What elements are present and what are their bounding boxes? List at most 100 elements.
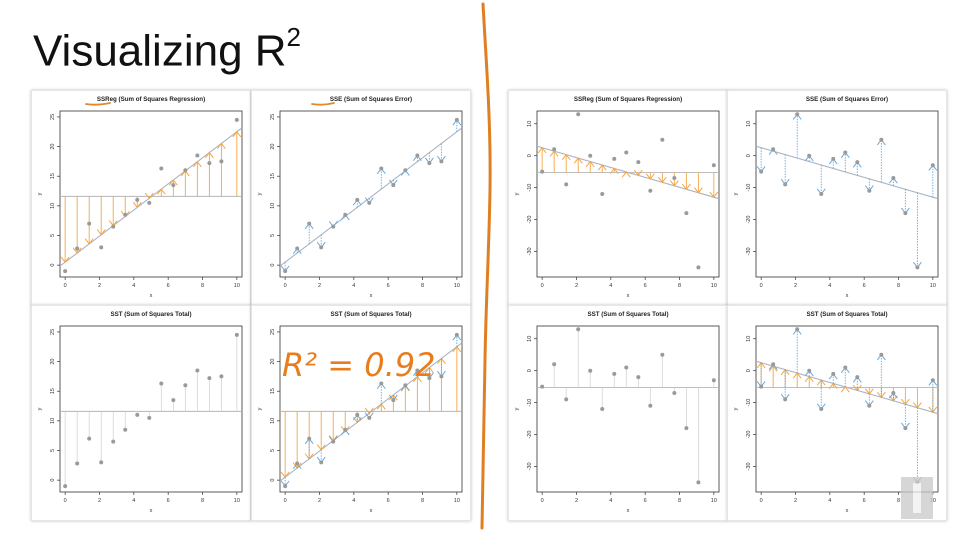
ssreg-arrowhead <box>756 361 766 369</box>
x-tick-label: 8 <box>678 498 681 504</box>
ssreg-arrowhead <box>681 183 691 191</box>
x-axis: 0 2 4 6 8 10 x <box>64 492 240 514</box>
plot-frame <box>279 110 463 278</box>
x-tick-label: 8 <box>421 283 424 289</box>
chart-svg-a-ssreg: SSReg (Sum of Squares Regression) 0 2 4 6 8 10… <box>37 96 243 299</box>
data-point <box>439 374 444 379</box>
divider-stroke <box>480 2 492 530</box>
data-point <box>648 403 653 408</box>
data-point <box>624 150 629 155</box>
x-axis-label: x <box>846 508 849 514</box>
y-tick-label: 10 <box>746 121 752 127</box>
y-tick-label: -30 <box>527 462 533 470</box>
x-tick-label: 2 <box>575 283 578 289</box>
y-axis-label: y <box>37 407 43 410</box>
ssreg-arrowhead <box>537 146 547 154</box>
data-point <box>600 192 605 196</box>
residual-segments <box>280 119 462 272</box>
data-point <box>111 439 116 444</box>
y-axis-label: y <box>514 192 520 195</box>
data-point <box>454 332 459 337</box>
data-point <box>355 412 360 417</box>
chart-title: SSE (Sum of Squares Error) <box>806 96 888 103</box>
data-point <box>843 365 848 370</box>
plot-frame <box>59 325 243 493</box>
y-tick-label: -30 <box>746 247 752 255</box>
data-point <box>123 427 128 432</box>
data-point <box>159 381 164 386</box>
x-tick-label: 8 <box>897 498 900 504</box>
x-tick-label: 6 <box>167 283 170 289</box>
ssreg-arrowhead <box>633 169 643 177</box>
y-tick-label: -20 <box>527 216 533 224</box>
data-point <box>454 117 459 122</box>
data-point <box>295 461 300 466</box>
x-tick-label: 0 <box>760 283 763 289</box>
data-point <box>111 224 116 229</box>
plot-frame <box>536 325 720 493</box>
ssreg-arrowhead <box>561 153 571 161</box>
regression-line <box>279 127 463 267</box>
x-axis-label: x <box>846 293 849 299</box>
y-tick-label: 10 <box>527 336 533 342</box>
x-tick-label: 6 <box>387 498 390 504</box>
x-axis-label: x <box>370 508 373 514</box>
y-tick-label: -10 <box>746 399 752 407</box>
watermark-glyph <box>913 483 921 513</box>
data-point <box>552 362 557 367</box>
data-point <box>831 156 836 161</box>
residual-segments <box>541 329 715 483</box>
data-point <box>867 403 872 408</box>
x-axis: 0 2 4 6 8 10 x <box>760 277 936 299</box>
plot-a-sst-combined: SST (Sum of Squares Total) 0 2 4 6 8 10 x 0 5 10 15… <box>251 305 471 521</box>
y-tick-label: 25 <box>50 114 56 120</box>
data-point <box>319 460 324 465</box>
data-point <box>552 147 557 152</box>
data-point <box>930 163 935 168</box>
ssreg-arrowhead <box>204 151 214 159</box>
x-tick-label: 2 <box>318 283 321 289</box>
chart-title: SSE (Sum of Squares Error) <box>330 96 412 103</box>
slide-title-text: Visualizing R <box>33 26 287 76</box>
x-axis-label: x <box>370 293 373 299</box>
data-point <box>195 153 200 158</box>
y-tick-label: 10 <box>50 203 56 209</box>
ssreg-arrowhead <box>96 229 106 236</box>
slide-title-superscript: 2 <box>286 22 302 52</box>
ssreg-arrowhead <box>376 403 386 410</box>
data-points <box>283 332 459 489</box>
x-tick-label: 0 <box>541 283 544 289</box>
x-tick-label: 6 <box>644 283 647 289</box>
chart-svg-a-sst: SST (Sum of Squares Total) 0 2 4 6 8 10 x 0 5 10 15… <box>37 311 243 514</box>
x-tick-label: 2 <box>794 498 797 504</box>
data-point <box>783 182 788 187</box>
y-tick-label: 10 <box>270 418 276 424</box>
regression-line <box>536 145 720 200</box>
y-tick-label: 10 <box>50 418 56 424</box>
data-points <box>759 327 935 485</box>
y-axis: 0 5 10 15 20 25 y <box>257 114 280 267</box>
y-tick-label: 0 <box>270 479 276 482</box>
data-point <box>75 461 80 466</box>
data-point <box>63 269 68 274</box>
ssreg-arrowhead <box>144 192 154 200</box>
data-point <box>147 415 152 420</box>
data-point <box>891 391 896 396</box>
data-point <box>415 153 420 158</box>
data-point <box>696 265 701 270</box>
x-tick-label: 10 <box>930 283 936 289</box>
data-point <box>343 212 348 217</box>
x-tick-label: 0 <box>64 283 67 289</box>
ssreg-arrowhead <box>709 191 719 199</box>
residual-segments <box>64 334 238 487</box>
data-point <box>771 147 776 152</box>
data-point <box>331 224 336 229</box>
ssreg-arrowhead <box>412 375 422 383</box>
chart-title: SSReg (Sum of Squares Regression) <box>97 96 205 103</box>
x-tick-label: 4 <box>352 498 355 504</box>
watermark-logo <box>901 477 933 519</box>
data-point <box>759 169 764 174</box>
plot-frame <box>536 110 720 278</box>
data-point <box>307 436 312 441</box>
y-tick-label: 0 <box>270 264 276 267</box>
